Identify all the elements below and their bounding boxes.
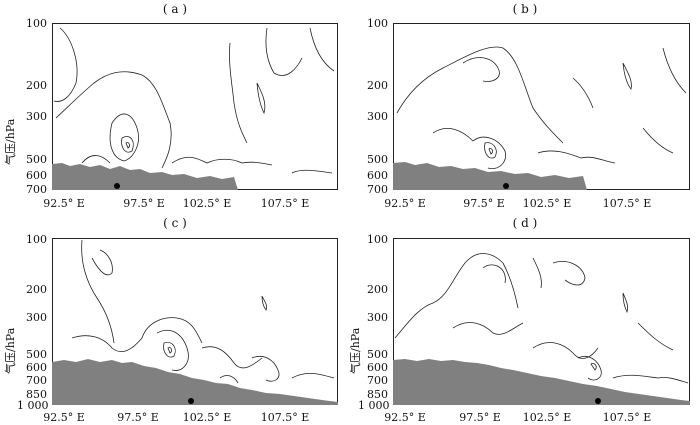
x-tick-a: 97.5° E (123, 197, 165, 210)
panel-d: ( d ) 气压/hPa 100 200 300 500 600 700 850… (349, 212, 700, 425)
plot-area-c (52, 238, 338, 405)
y-tick-a: 500 (26, 153, 47, 166)
contours-d (394, 253, 689, 384)
y-tick-b: 200 (367, 79, 388, 92)
y-tick-c: 600 (26, 361, 47, 374)
y-axis-label-a: 气压/hPa (4, 118, 17, 165)
plot-frame-a (52, 23, 338, 190)
y-tick-a: 100 (26, 17, 47, 30)
terrain-a (52, 163, 238, 190)
y-tick-d: 100 (367, 233, 388, 246)
station-marker-a (114, 183, 120, 189)
y-tick-d: 300 (367, 311, 388, 324)
y-tick-d: 1 000 (358, 399, 390, 412)
x-tick-b: 97.5° E (463, 197, 505, 210)
y-tick-b: 700 (367, 183, 388, 196)
y-tick-c: 100 (26, 233, 47, 246)
plot-frame-b (393, 23, 690, 190)
station-marker-c (188, 398, 194, 404)
x-tick-d: 97.5° E (459, 411, 501, 424)
y-tick-d: 500 (367, 348, 388, 361)
y-tick-b: 500 (367, 153, 388, 166)
y-tick-c: 300 (26, 311, 47, 324)
x-tick-a: 102.5° E (182, 197, 232, 210)
y-tick-c: 850 (26, 388, 47, 401)
station-marker-d (595, 398, 601, 404)
x-tick-c: 107.5° E (260, 411, 310, 424)
y-tick-c: 500 (26, 348, 47, 361)
x-tick-a: 92.5° E (43, 197, 85, 210)
x-tick-d: 102.5° E (522, 411, 572, 424)
y-tick-d: 600 (367, 361, 388, 374)
x-tick-c: 97.5° E (117, 411, 159, 424)
x-tick-b: 102.5° E (522, 197, 572, 210)
panel-label-b: ( b ) (512, 2, 538, 16)
x-tick-c: 102.5° E (182, 411, 232, 424)
y-tick-a: 600 (26, 169, 47, 182)
panel-label-a: ( a ) (162, 2, 188, 16)
y-tick-d: 200 (367, 283, 388, 296)
y-tick-b: 600 (367, 169, 388, 182)
panel-label-c: ( c ) (163, 216, 187, 230)
y-tick-c: 700 (26, 374, 47, 387)
contours-b (396, 46, 687, 170)
plot-area-a (52, 23, 338, 190)
x-tick-b: 107.5° E (602, 197, 652, 210)
y-tick-b: 100 (367, 17, 388, 30)
y-tick-d: 850 (367, 388, 388, 401)
contours-c (71, 239, 335, 384)
panel-a: ( a ) 气压/hPa 100 200 300 500 600 700 92.… (0, 0, 350, 212)
y-tick-c: 200 (26, 283, 47, 296)
x-tick-a: 107.5° E (260, 197, 310, 210)
y-tick-d: 700 (367, 374, 388, 387)
x-tick-d: 92.5° E (384, 411, 426, 424)
y-tick-a: 700 (26, 183, 47, 196)
y-tick-b: 300 (367, 110, 388, 123)
terrain-b (393, 162, 587, 190)
y-tick-c: 1 000 (17, 399, 49, 412)
y-tick-a: 200 (26, 79, 47, 92)
x-tick-c: 92.5° E (43, 411, 85, 424)
plot-area-b (393, 23, 690, 190)
y-tick-a: 300 (26, 110, 47, 123)
panel-c: ( c ) 气压/hPa 100 200 300 500 600 700 850… (0, 212, 350, 425)
x-tick-b: 92.5° E (384, 197, 426, 210)
plot-area-d (393, 238, 690, 405)
x-tick-d: 107.5° E (602, 411, 652, 424)
panel-label-d: ( d ) (512, 216, 538, 230)
terrain-d (393, 359, 690, 405)
station-marker-b (503, 183, 509, 189)
terrain-c (52, 359, 338, 405)
panel-b: ( b ) 100 200 300 500 600 700 92.5° E 97… (350, 0, 700, 212)
contours-a (53, 27, 335, 174)
y-axis-label-c: 气压/hPa (4, 327, 17, 374)
